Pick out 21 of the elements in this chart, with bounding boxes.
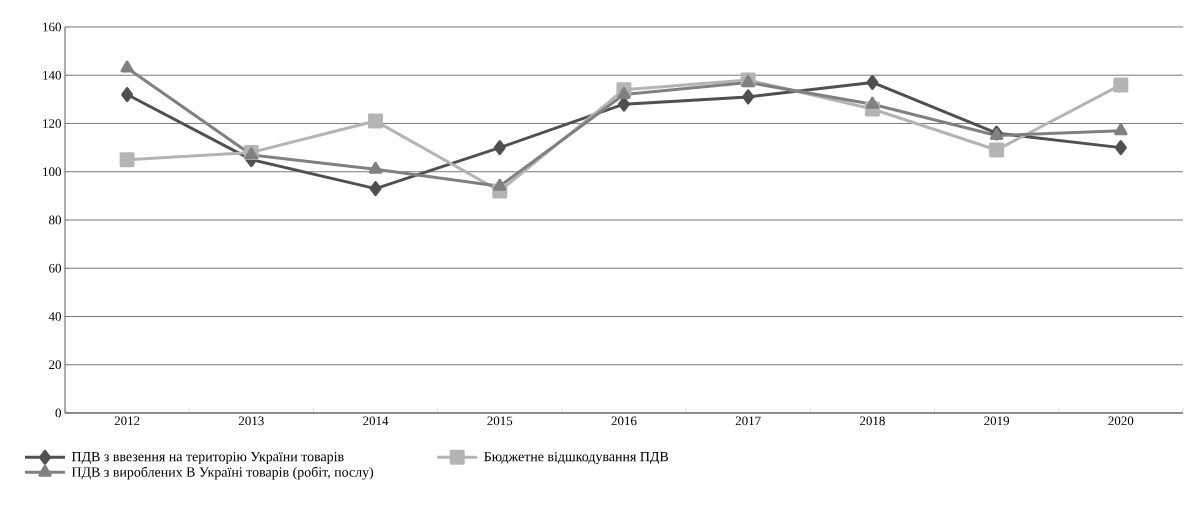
- legend-label: ПДВ з вироблених В Україні товарів (робіт, послу): [71, 466, 374, 480]
- y-tick-label: 160: [43, 22, 61, 32]
- y-tick-label: 0: [55, 408, 61, 418]
- y-tick-label: 140: [43, 70, 61, 80]
- x-tick-label: 2016: [611, 416, 637, 426]
- y-tick-label: 20: [49, 360, 61, 370]
- x-tick-label: 2020: [1108, 416, 1134, 426]
- x-tick-label: 2015: [487, 416, 513, 426]
- y-tick-label: 120: [43, 119, 61, 128]
- x-tick-label: 2019: [984, 416, 1010, 426]
- y-tick-label: 60: [49, 263, 61, 273]
- legend-label: Бюджетне відшкодування ПДВ: [484, 451, 669, 465]
- x-tick-label: 2012: [114, 416, 140, 426]
- legend-label: ПДВ з ввезення на територію України товарів: [71, 451, 344, 465]
- x-tick-label: 2018: [860, 416, 885, 426]
- y-tick-label: 40: [48, 312, 61, 321]
- x-tick-label: 2013: [238, 416, 264, 426]
- x-tick-label: 2017: [735, 416, 761, 426]
- y-tick-label: 80: [49, 215, 61, 225]
- y-tick-label: 100: [43, 167, 61, 177]
- x-tick-label: 2014: [363, 416, 389, 426]
